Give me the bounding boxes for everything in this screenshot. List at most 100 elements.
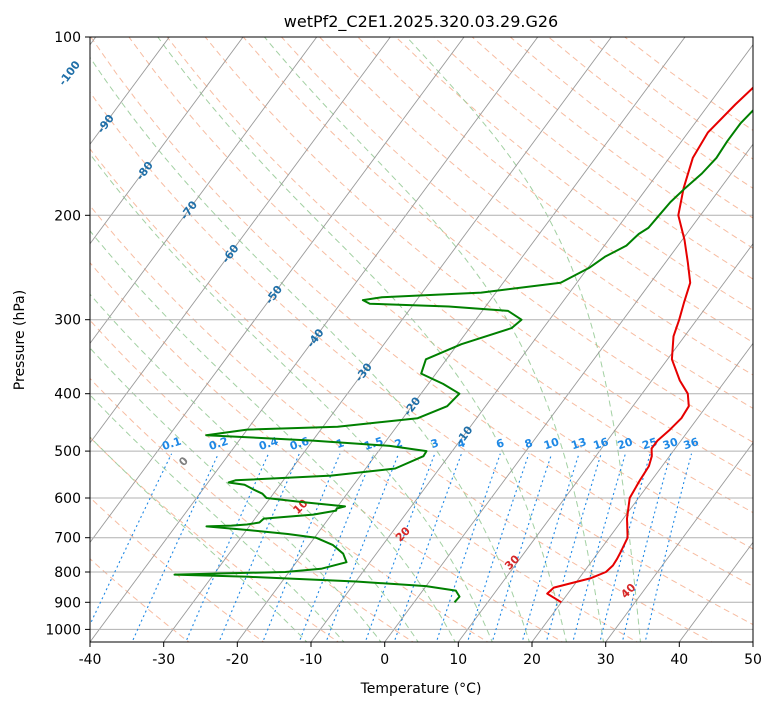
y-tick-label: 300 [54,313,81,329]
dry-adiabat-line [166,37,753,514]
dry-adiabat-line [90,91,753,626]
isotherm-line [90,37,244,245]
plot-frame [89,36,754,643]
mixing-ratio-line [545,453,602,642]
isotherm-line [90,37,391,444]
mixing-ratio-line [131,453,219,642]
mixing-ratio-line [435,453,501,642]
mixing-ratio-line [599,453,651,642]
dry-adiabat-line [624,37,753,132]
dewpoint-profile-line [173,109,753,603]
mixing-ratio-line [621,453,672,642]
isotherm-line [531,342,753,642]
mixing-ratio-line [325,453,400,642]
isotherm-label: -30 [353,360,376,384]
y-tick-label: 400 [54,387,81,403]
line-labels: 0.1 0.2 0.4 0.6 1 1.5 2 3 4 6 8 10 13 16 20 25 30 36-100-… [56,58,701,601]
mixing-ratio-line [521,453,580,642]
isotherm-line [310,43,753,642]
mixing-ratio-line [298,453,375,642]
isotherm-line [90,37,170,145]
mixing-ratio-label: 3 [429,436,440,451]
mixing-ratio-label: 30 [661,435,680,452]
moist-adiabat-line [90,436,308,642]
moist-adiabat-line [90,153,493,642]
isotherm-line [752,641,753,642]
profile-lines [173,86,753,604]
dry-adiabat-line [90,319,489,642]
x-tick-label: -40 [79,652,102,668]
isotherm-line [90,37,318,345]
mixing-ratio-line [644,453,693,642]
mixing-ratio-label: 0.1 [160,435,183,453]
temperature-profile-line [546,86,753,604]
dry-adiabat-line [319,37,753,376]
y-tick-label: 600 [54,491,81,507]
dry-adiabat-line [90,436,340,642]
isotherm-line [163,37,612,642]
dry-adiabat-line [548,37,753,189]
isotherm-label: -40 [304,326,327,350]
y-tick-label: 800 [54,565,81,581]
y-axis-label: Pressure (hPa) [12,290,28,390]
isotherm-line [90,37,539,642]
isotherm-line [236,37,686,642]
x-tick-label: 10 [449,652,467,668]
isotherm-label: -50 [263,283,286,307]
mixing-ratio-label: 2 [393,436,404,451]
isotherm-line [678,541,753,642]
dry-adiabat-line [90,496,265,642]
moist-adiabat-line [90,347,382,642]
mixing-ratio-label: 4 [456,436,468,451]
moist-adiabat-line [90,394,345,642]
isotherm-line [605,442,753,642]
x-tick-label: -30 [152,652,175,668]
isotherm-label: -20 [401,394,424,418]
y-tick-label: 200 [54,208,81,224]
x-tick-label: 40 [670,652,688,668]
dry-adiabat-line [395,37,753,311]
x-tick-label: 50 [744,652,762,668]
isotherm-label: -80 [134,159,157,183]
mixing-ratio-line [185,453,270,642]
x-tick-label: 20 [523,652,541,668]
dry-adiabat-label: 40 [618,581,638,601]
dry-adiabat-label: 10 [291,497,311,517]
dry-adiabat-line [242,37,753,443]
mixing-ratio-label: 0.6 [288,434,311,452]
isotherm-line [457,243,753,642]
y-tick-label: 900 [54,595,81,611]
mixing-ratio-label: 8 [523,436,534,451]
dry-adiabat-line [90,37,753,587]
moist-adiabat-line [90,293,419,642]
y-tick-label: 500 [54,444,81,460]
x-tick-label: 30 [597,652,615,668]
dry-adiabat-label: 30 [502,552,522,572]
x-tick-label: -20 [226,652,249,668]
mixing-ratio-label: 1.5 [362,435,385,453]
mixing-ratio-label: 6 [495,436,507,451]
x-tick-label: 0 [380,652,389,668]
mixing-ratio-label: 25 [641,435,660,452]
mixing-ratio-line [262,453,341,642]
mixing-ratio-line [572,453,626,642]
dry-adiabat-label: 0 [176,454,191,469]
mixing-ratio-label: 1 [334,436,345,451]
isotherm-label: -100 [56,58,83,88]
mixing-ratio-label: 10 [542,435,561,452]
x-tick-label: -10 [300,652,323,668]
axis-ticks: -40 -30 -20 -10 0 10 20 30 40 5010020030040050060… [45,30,762,668]
isotherm-label: -60 [219,242,242,266]
dry-adiabat-line [90,261,564,642]
background-lines [90,37,753,642]
mixing-ratio-line [491,453,553,642]
y-tick-label: 700 [54,531,81,547]
isotherm-line [90,37,465,544]
x-axis-label: Temperature (°C) [360,681,482,697]
mixing-ratio-label: 20 [616,435,635,452]
dry-adiabat-line [433,37,753,280]
y-tick-label: 1000 [45,622,81,638]
dry-adiabat-line [128,37,753,550]
isotherm-label: -70 [178,198,201,222]
